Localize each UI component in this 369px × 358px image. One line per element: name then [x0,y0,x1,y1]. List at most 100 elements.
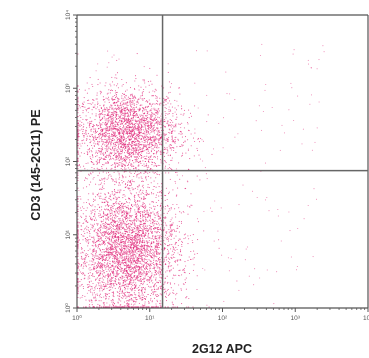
event-point-pop2 [159,240,161,242]
event-point-pop2 [106,208,108,210]
event-point-pop1 [112,126,114,128]
event-point-pop1 [129,100,131,102]
event-point-pop1 [140,118,142,120]
event-point-pop1 [133,132,136,134]
event-point-pop1 [153,130,156,132]
event-point-pop1 [153,162,155,164]
event-point-pop1 [88,184,90,186]
event-point-pop1 [144,126,146,128]
event-point-pop2 [106,225,108,227]
event-point-pop2 [138,286,140,288]
event-point-pop1 [127,126,129,128]
event-point-pop1 [122,142,124,145]
event-point-pop2 [93,259,95,261]
event-point-pop2 [112,272,114,274]
event-point-pop1 [113,133,116,135]
event-point-pop1 [94,128,96,130]
event-point-pop2 [120,256,122,258]
event-point-pop2 [136,211,138,213]
event-point-pop1 [142,110,144,112]
event-point-pop1 [110,112,112,114]
event-point-pop2 [124,295,126,297]
event-point-pop1 [121,123,123,125]
event-point-pop1 [127,104,129,106]
event-point-pop2 [113,293,115,295]
event-point-pop2 [94,209,96,211]
event-point-pop2 [154,227,156,229]
event-point-pop2 [106,229,108,231]
event-point-pop2 [135,256,137,258]
event-point-pop2 [104,237,107,239]
event-point-pop1 [114,134,116,136]
event-point-pop1 [108,111,110,113]
event-point-pop2 [156,212,159,214]
event-point-pop1 [166,152,168,154]
event-point-pop1 [79,124,81,126]
event-point-pop1 [137,108,139,110]
event-point-pop2 [114,190,116,192]
event-point-pop2 [122,232,124,234]
event-point-pop2 [109,199,111,201]
event-point-pop1 [154,146,156,148]
event-point-pop1 [118,141,120,143]
event-point-pop2 [79,281,81,283]
event-point-pop1 [124,146,126,148]
event-point-pop1 [118,144,120,146]
event-point-pop2 [192,269,194,271]
event-point-pop1 [115,94,117,96]
event-point-pop2 [79,297,81,299]
event-point-pop1 [77,137,79,139]
event-point-pop1 [151,158,154,161]
event-point-pop1 [139,107,141,109]
event-point-pop1 [133,107,135,109]
event-point-pop1 [102,147,104,149]
event-point-pop1 [91,151,93,153]
event-point-pop1 [104,131,106,133]
event-point-pop1 [96,130,98,132]
event-point-pop1 [150,110,152,112]
event-point-pop2 [143,261,145,263]
event-point-pop1 [146,155,148,157]
event-point-pop2 [85,266,87,268]
event-point-pop1 [97,149,99,152]
event-point-pop1 [101,145,103,147]
event-point-pop2 [116,141,118,143]
event-point-pop2 [103,249,105,251]
event-point-pop1 [109,111,111,113]
event-point-pop2 [149,267,151,269]
event-point-pop1 [125,155,127,157]
event-point-pop1 [140,123,142,126]
event-point-pop1 [86,151,88,153]
event-point-pop2 [165,187,167,189]
event-point-pop1 [119,112,121,114]
event-point-pop2 [144,272,146,274]
event-point-pop2 [143,259,145,261]
event-point-pop2 [172,229,174,231]
event-point-pop1 [147,139,150,141]
event-point-pop1 [87,108,89,110]
event-point-pop2 [88,275,90,277]
event-point-pop1 [128,162,130,164]
event-point-pop1 [88,125,90,127]
event-point-pop2 [123,230,126,232]
event-point-pop2 [111,225,113,227]
event-point-pop2 [111,243,113,245]
event-point-pop1 [145,165,147,167]
event-point-pop1 [140,156,142,159]
event-point-pop1 [167,138,169,140]
event-point-pop1 [122,102,124,104]
event-point-pop1 [150,146,152,148]
event-point-pop1 [180,145,182,148]
event-point-pop1 [165,100,167,102]
event-point-pop2 [163,239,165,241]
event-point-pop1 [147,148,149,150]
event-point-pop1 [158,147,160,149]
event-point-pop1 [118,178,120,180]
event-point-pop1 [143,165,145,167]
event-point-pop1 [141,92,143,94]
event-point-pop1 [150,105,152,107]
event-point-pop2 [158,195,160,197]
event-point-pop1 [149,127,152,130]
event-point-pop1 [175,152,177,154]
event-point-pop1 [133,150,135,153]
